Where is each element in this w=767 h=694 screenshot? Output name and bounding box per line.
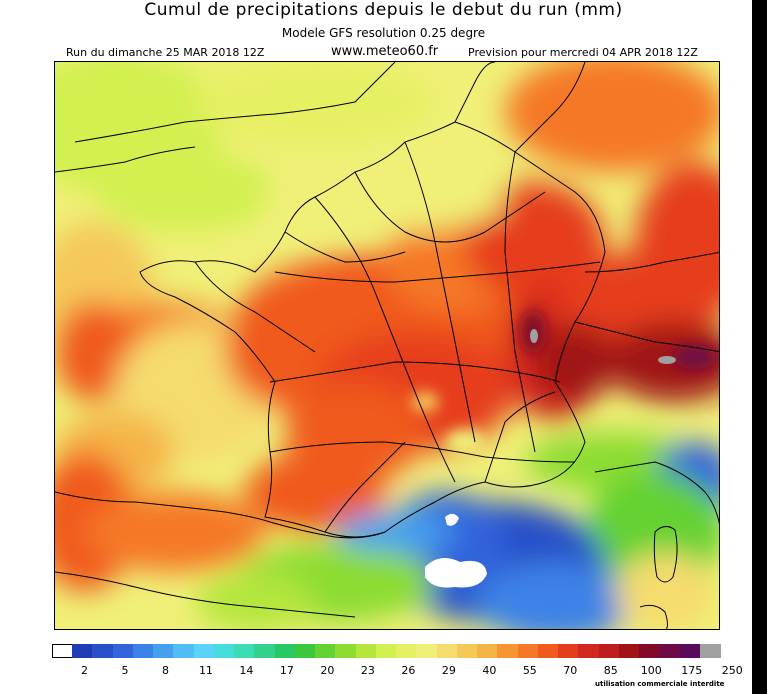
legend-swatch xyxy=(294,644,316,658)
blank-area xyxy=(425,558,487,588)
legend-swatch xyxy=(578,644,600,658)
run-date: Run du dimanche 25 MAR 2018 12Z xyxy=(66,46,265,59)
legend-swatch xyxy=(315,644,336,658)
legend-swatch xyxy=(456,644,478,658)
legend-labels: 2 5 8 11 14 17 20 23 26 29 40 55 70 85 100 175 250 325 xyxy=(52,664,767,678)
legend-swatch xyxy=(598,644,620,658)
borders xyxy=(55,62,719,629)
usage-notice: utilisation commerciale interdite xyxy=(595,680,725,688)
right-border-band xyxy=(752,0,767,694)
legend-swatch xyxy=(558,644,579,658)
legend-tick-label: 8 xyxy=(161,664,169,677)
legend-tick-label: 325 xyxy=(762,664,767,677)
legend-tick-label: 23 xyxy=(360,664,375,677)
legend-tick-label: 20 xyxy=(320,664,335,677)
legend-swatch xyxy=(213,644,235,658)
precip-field xyxy=(55,62,719,629)
legend-tick-label: 29 xyxy=(441,664,456,677)
legend-colorbar xyxy=(52,644,721,658)
legend-swatch xyxy=(92,644,114,658)
legend-swatch xyxy=(112,644,134,658)
legend-swatch xyxy=(396,644,417,658)
legend-tick-label: 11 xyxy=(198,664,213,677)
legend-swatch xyxy=(274,644,296,658)
legend-swatch xyxy=(679,644,701,658)
legend-swatch xyxy=(72,644,94,658)
legend-swatch xyxy=(639,644,660,658)
legend-tick-label: 26 xyxy=(401,664,416,677)
legend-swatch xyxy=(659,644,681,658)
legend-tick-label: 14 xyxy=(239,664,254,677)
legend-swatch xyxy=(355,644,377,658)
site-url: www.meteo60.fr xyxy=(331,44,439,59)
legend-swatch xyxy=(497,644,519,658)
legend-swatch xyxy=(375,644,397,658)
legend-swatch xyxy=(193,644,215,658)
legend-swatch xyxy=(537,644,559,658)
legend-tick-label: 17 xyxy=(279,664,294,677)
legend-swatch xyxy=(618,644,640,658)
legend-swatch xyxy=(234,644,255,658)
precipitation-map xyxy=(54,61,720,630)
grey-cell xyxy=(658,356,676,364)
forecast-date: Prevision pour mercredi 04 APR 2018 12Z xyxy=(468,46,698,59)
model-subtitle: Modele GFS resolution 0.25 degre xyxy=(281,26,486,40)
legend-tick-label: 175 xyxy=(681,664,703,677)
legend-swatch xyxy=(436,644,458,658)
legend-swatch xyxy=(416,644,438,658)
legend-swatch xyxy=(517,644,539,658)
grey-cell-2 xyxy=(530,329,538,343)
legend-swatch xyxy=(699,644,721,658)
legend-tick-label: 250 xyxy=(721,664,743,677)
blank-area-small xyxy=(445,513,459,526)
legend-tick-label: 40 xyxy=(482,664,497,677)
map-title: Cumul de precipitations depuis le debut … xyxy=(144,0,623,20)
legend-swatch xyxy=(132,644,154,658)
legend-swatch xyxy=(477,644,498,658)
legend-tick-label: 100 xyxy=(640,664,662,677)
legend-tick-label: 70 xyxy=(563,664,578,677)
legend-swatch xyxy=(52,644,73,658)
legend-tick-label: 2 xyxy=(80,664,88,677)
legend-swatch xyxy=(173,644,195,658)
legend-tick-label: 85 xyxy=(603,664,618,677)
legend-tick-label: 55 xyxy=(522,664,537,677)
legend-tick-label: 5 xyxy=(121,664,129,677)
legend-swatch xyxy=(335,644,357,658)
map-canvas xyxy=(55,62,719,629)
legend-swatch xyxy=(254,644,276,658)
legend-swatch xyxy=(153,644,175,658)
